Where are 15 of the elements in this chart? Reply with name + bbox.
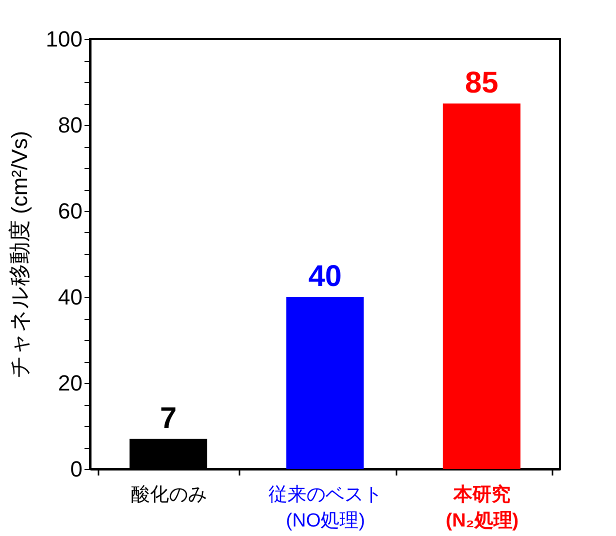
bar [442, 104, 520, 469]
y-tick-label: 100 [46, 26, 82, 52]
bar [286, 297, 364, 469]
data-label: 7 [160, 402, 177, 435]
data-label: 85 [464, 66, 498, 100]
x-tick-label: 酸化のみ [130, 484, 207, 506]
y-axis-title: チャネル移動度 (cm²/Vs) [6, 130, 32, 378]
y-tick-label: 40 [58, 284, 82, 310]
data-label: 40 [308, 260, 342, 293]
x-tick-label: 従来のベスト (NO処理) [268, 484, 382, 532]
x-tick-label: 本研究 (N₂処理) [446, 484, 519, 532]
y-tick-label: 20 [58, 370, 82, 396]
y-tick-label: 0 [70, 456, 82, 482]
y-tick-label: 80 [58, 112, 82, 138]
y-tick-label: 60 [58, 198, 82, 224]
